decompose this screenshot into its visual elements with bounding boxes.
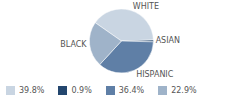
html-text:39.8%: 39.8% (19, 85, 45, 95)
html-text:22.9%: 22.9% (171, 85, 197, 95)
svg-text:WHITE: WHITE (133, 2, 159, 11)
svg-text:ASIAN: ASIAN (156, 36, 180, 45)
html-text:0.9%: 0.9% (71, 85, 92, 95)
svg-text:BLACK: BLACK (60, 40, 87, 49)
html-text:36.4%: 36.4% (118, 85, 145, 95)
svg-text:HISPANIC: HISPANIC (136, 70, 174, 79)
